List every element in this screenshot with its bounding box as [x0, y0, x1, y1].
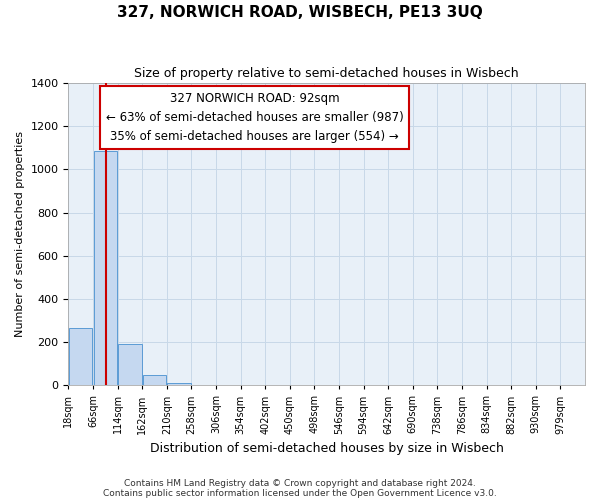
- Bar: [69, 328, 92, 386]
- Text: 327, NORWICH ROAD, WISBECH, PE13 3UQ: 327, NORWICH ROAD, WISBECH, PE13 3UQ: [117, 5, 483, 20]
- Y-axis label: Number of semi-detached properties: Number of semi-detached properties: [15, 131, 25, 337]
- Text: 327 NORWICH ROAD: 92sqm
← 63% of semi-detached houses are smaller (987)
35% of s: 327 NORWICH ROAD: 92sqm ← 63% of semi-de…: [106, 92, 403, 143]
- Text: Contains public sector information licensed under the Open Government Licence v3: Contains public sector information licen…: [103, 488, 497, 498]
- Bar: [143, 375, 166, 386]
- Bar: [167, 383, 191, 386]
- Bar: [118, 344, 142, 386]
- Bar: [94, 151, 117, 386]
- Text: Contains HM Land Registry data © Crown copyright and database right 2024.: Contains HM Land Registry data © Crown c…: [124, 478, 476, 488]
- Title: Size of property relative to semi-detached houses in Wisbech: Size of property relative to semi-detach…: [134, 68, 519, 80]
- X-axis label: Distribution of semi-detached houses by size in Wisbech: Distribution of semi-detached houses by …: [150, 442, 503, 455]
